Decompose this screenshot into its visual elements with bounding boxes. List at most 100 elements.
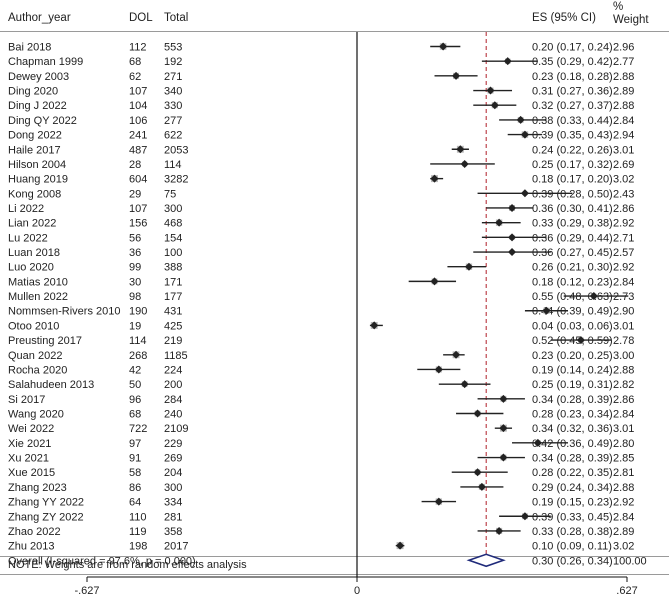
study-weight: 2.88 [613,100,634,112]
study-total: 358 [164,526,182,538]
study-name: Bai 2018 [8,42,51,54]
study-total: 281 [164,511,182,523]
study-total: 284 [164,394,182,406]
study-name: Zhang 2023 [8,482,67,494]
study-weight: 2.77 [613,56,634,68]
point-estimate-marker [499,453,508,462]
study-name: Wei 2022 [8,423,54,435]
study-dol: 107 [129,203,147,215]
study-weight: 2.82 [613,379,634,391]
point-estimate-marker [430,277,439,286]
study-name: Luo 2020 [8,262,54,274]
study-weight: 2.86 [613,394,634,406]
study-dol: 268 [129,350,147,362]
study-name: Quan 2022 [8,350,62,362]
study-total: 3282 [164,174,188,186]
header-study: Author_year [8,12,71,24]
study-name: Hilson 2004 [8,159,66,171]
study-total: 240 [164,409,182,421]
study-es-ci: 0.25 (0.17, 0.32) [532,159,613,171]
point-estimate-marker [396,541,405,550]
point-estimate-marker [589,292,598,301]
study-es-ci: 0.38 (0.33, 0.44) [532,115,613,127]
study-es-ci: 0.42 (0.36, 0.49) [532,438,613,450]
study-es-ci: 0.36 (0.29, 0.44) [532,232,613,244]
study-total: 300 [164,482,182,494]
point-estimate-marker [460,159,469,168]
study-dol: 241 [129,130,147,142]
point-estimate-marker [542,306,551,315]
study-es-ci: 0.39 (0.28, 0.50) [532,188,613,200]
study-weight: 3.01 [613,144,634,156]
study-dol: 97 [129,438,141,450]
point-estimate-marker [439,42,448,51]
point-estimate-marker [473,468,482,477]
study-weight: 2.88 [613,364,634,376]
study-name: Xu 2021 [8,453,49,465]
study-total: 334 [164,497,182,509]
study-name: Otoo 2010 [8,320,59,332]
point-estimate-marker [520,130,529,139]
study-weight: 2.84 [613,409,634,421]
study-name: Rocha 2020 [8,364,67,376]
study-es-ci: 0.36 (0.30, 0.41) [532,203,613,215]
x-tick-label: 0 [354,585,360,597]
study-dol: 604 [129,174,147,186]
study-weight: 2.94 [613,130,634,142]
study-total: 100 [164,247,182,259]
study-name: Xue 2015 [8,467,55,479]
study-dol: 119 [129,526,147,538]
study-weight: 2.88 [613,482,634,494]
point-estimate-marker [477,482,486,491]
study-weight: 2.92 [613,262,634,274]
point-estimate-marker [508,233,517,242]
study-rows: Bai 2018 112 553 0.20 (0.17, 0.24) 2.96 Chapm… [8,42,647,568]
study-weight: 2.73 [613,291,634,303]
study-dol: 112 [129,42,147,54]
study-name: Zhu 2013 [8,541,54,553]
study-weight: 3.02 [613,174,634,186]
study-name: Huang 2019 [8,174,68,186]
study-weight: 2.85 [613,453,634,465]
point-estimate-marker [430,174,439,183]
study-weight: 2.88 [613,71,634,83]
study-dol: 62 [129,71,141,83]
study-dol: 19 [129,320,141,332]
point-estimate-marker [486,86,495,95]
point-estimate-marker [499,424,508,433]
study-total: 2109 [164,423,188,435]
header-dol: DOL [129,12,153,24]
study-name: Ding J 2022 [8,100,67,112]
point-estimate-marker [520,512,529,521]
study-dol: 722 [129,423,147,435]
study-dol: 28 [129,159,141,171]
study-total: 1185 [164,350,188,362]
study-total: 200 [164,379,182,391]
study-es-ci: 0.32 (0.27, 0.37) [532,100,613,112]
study-dol: 68 [129,409,141,421]
study-name: Haile 2017 [8,144,61,156]
study-dol: 96 [129,394,141,406]
point-estimate-marker [370,321,379,330]
study-dol: 114 [129,335,147,347]
study-total: 330 [164,100,182,112]
study-es-ci: 0.26 (0.21, 0.30) [532,262,613,274]
study-total: 224 [164,364,182,376]
study-es-ci: 0.34 (0.28, 0.39) [532,394,613,406]
study-total: 219 [164,335,182,347]
point-estimate-marker [503,57,512,66]
study-es-ci: 0.28 (0.22, 0.35) [532,467,613,479]
study-es-ci: 0.18 (0.12, 0.23) [532,276,613,288]
study-es-ci: 0.18 (0.17, 0.20) [532,174,613,186]
study-dol: 30 [129,276,141,288]
study-dol: 110 [129,511,147,523]
study-es-ci: 0.19 (0.14, 0.24) [532,364,613,376]
study-weight: 2.43 [613,188,634,200]
overall-weight: 100.00 [613,555,647,567]
study-total: 431 [164,306,182,318]
study-name: Kong 2008 [8,188,61,200]
study-name: Dong 2022 [8,130,62,142]
study-name: Dewey 2003 [8,71,69,83]
study-total: 2053 [164,144,188,156]
point-estimate-marker [452,71,461,80]
